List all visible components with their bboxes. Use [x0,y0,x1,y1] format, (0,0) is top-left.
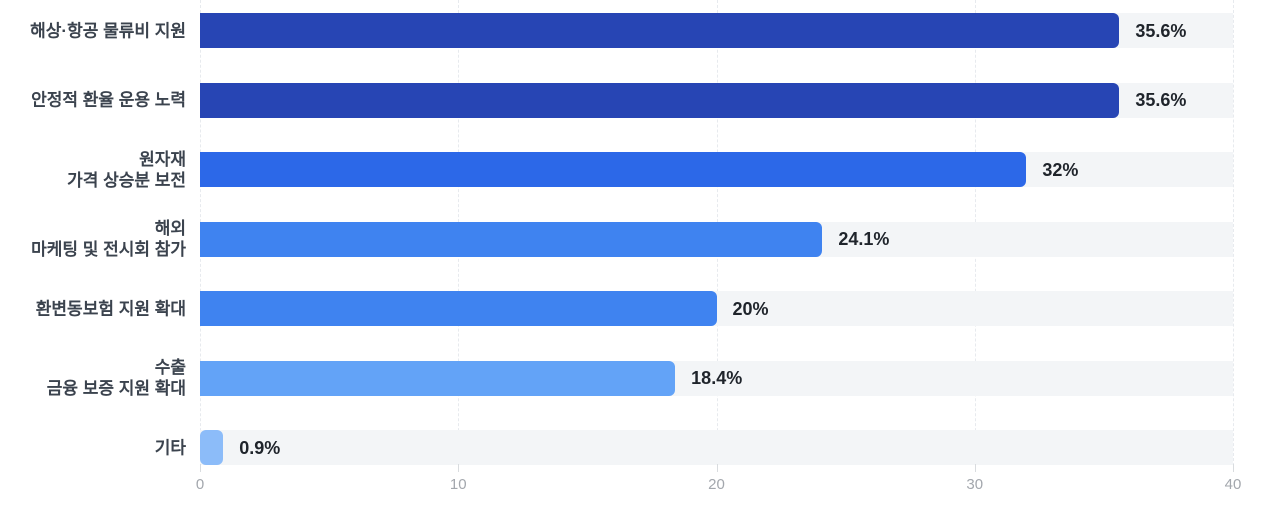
value-label: 32% [1042,159,1079,180]
bar [200,152,1027,187]
value-label: 0.9% [239,437,281,458]
gridline [1233,0,1234,466]
bar [200,13,1120,48]
bar-row: 기타 0.9% [0,430,1261,465]
category-label: 해외 마케팅 및 전시회 참가 [31,218,186,259]
tick-mark [716,464,718,472]
value-label: 18.4% [691,368,743,388]
bar [200,360,676,396]
value-label: 35.6% [1135,90,1187,110]
x-axis-tick-label: 40 [1224,476,1242,493]
bar-track [200,430,1233,465]
x-axis-tick-label: 30 [966,476,984,493]
bar [200,82,1120,118]
x-axis-tick-label: 0 [195,476,205,493]
x-axis-tick-label: 10 [449,476,467,493]
bar-row: 환변동보험 지원 확대 20% [0,291,1261,326]
tick-mark [974,464,976,472]
category-label: 해상·항공 물류비 지원 [30,20,186,40]
value-label: 24.1% [838,229,890,249]
bar [200,430,224,465]
bar [200,291,717,326]
bar [200,221,823,257]
bar-row: 원자재 가격 상승분 보전 32% [0,149,1261,190]
value-label: 35.6% [1135,20,1187,41]
bar-row: 수출 금융 보증 지원 확대 18.4% [0,358,1261,398]
bar-row: 해상·항공 물류비 지원 35.6% [0,13,1261,48]
x-axis-tick-label: 20 [708,476,725,493]
category-label: 안정적 환율 운용 노력 [31,90,186,110]
category-label: 기타 [154,437,186,457]
category-label: 수출 금융 보증 지원 확대 [46,357,186,398]
value-label: 20% [732,298,769,319]
bar-row: 해외 마케팅 및 전시회 참가 24.1% [0,219,1261,259]
tick-mark [458,464,460,472]
category-label: 환변동보험 지원 확대 [35,298,186,318]
tick-mark [1233,464,1234,472]
tick-mark [200,464,201,472]
bar-row: 안정적 환율 운용 노력 35.6% [0,82,1261,118]
category-label: 원자재 가격 상승분 보전 [67,149,186,190]
